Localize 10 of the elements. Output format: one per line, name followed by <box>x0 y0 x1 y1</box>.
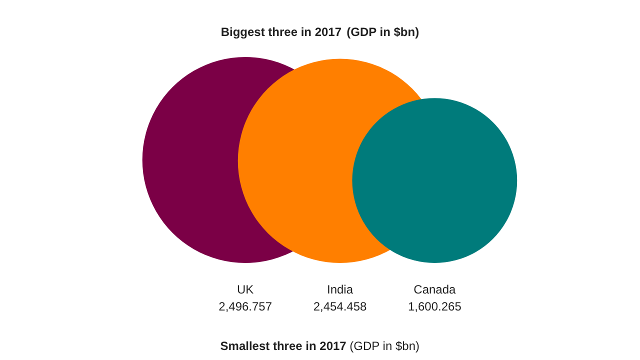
category-label: India <box>326 282 354 296</box>
data-label: 2,454.458 <box>313 300 368 314</box>
data-label: 1,600.265 <box>408 300 462 314</box>
category-label: UK <box>236 282 254 296</box>
text: Biggest three in 2017 <box>220 25 342 39</box>
text: Smallest three in 2017 <box>220 339 347 353</box>
text: (GDP in $bn) <box>346 25 420 39</box>
data-label: 2,496.757 <box>218 300 272 314</box>
text: (GDP in $bn) <box>350 339 420 353</box>
category-label: Canada <box>414 282 456 296</box>
